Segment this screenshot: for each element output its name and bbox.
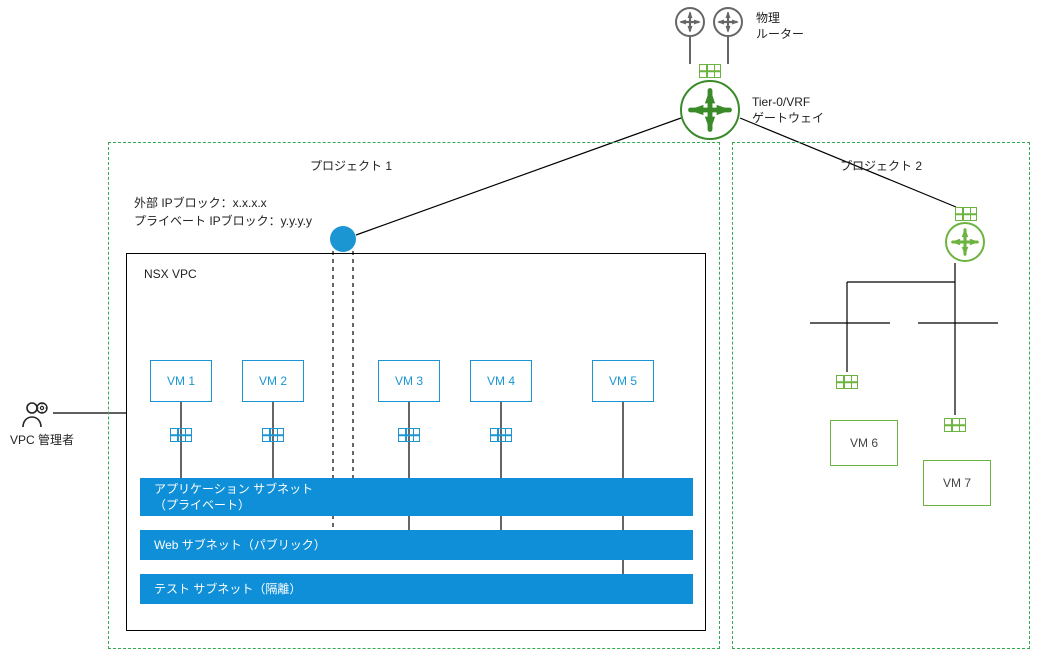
- firewall-icon: [398, 428, 420, 442]
- vm-box: VM 7: [923, 460, 991, 506]
- vm-box: VM 1: [150, 360, 212, 402]
- project-2-label: プロジェクト 2: [840, 158, 922, 174]
- physical-router-icon: [713, 7, 743, 37]
- subnet-app-private: アプリケーション サブネット （プライベート）: [140, 478, 693, 516]
- firewall-icon: [836, 375, 858, 389]
- vpc-admin-icon: [20, 400, 46, 428]
- vm-box: VM 2: [242, 360, 304, 402]
- firewall-icon: [699, 64, 721, 78]
- subnet-app-line1: アプリケーション サブネット: [154, 481, 313, 497]
- tier0-gateway-label: Tier-0/VRF ゲートウェイ: [752, 94, 824, 126]
- project-2-box: [732, 142, 1030, 649]
- nsx-vpc-label: NSX VPC: [144, 266, 197, 282]
- vm-box: VM 3: [378, 360, 440, 402]
- firewall-icon: [262, 428, 284, 442]
- project-1-label: プロジェクト 1: [310, 158, 392, 174]
- external-ip-label: 外部 IPブロック：x.x.x.x: [134, 195, 267, 211]
- subnet-web-public: Web サブネット（パブリック）: [140, 530, 693, 560]
- vpc-admin-label: VPC 管理者: [10, 432, 74, 448]
- tier0-router-icon: [680, 80, 740, 140]
- vm-box: VM 6: [830, 420, 898, 466]
- firewall-icon: [490, 428, 512, 442]
- subnet-app-line2: （プライベート）: [154, 497, 313, 513]
- vm-box: VM 4: [470, 360, 532, 402]
- firewall-icon: [170, 428, 192, 442]
- tier1-node-icon: [330, 226, 356, 252]
- subnet-test-label: テスト サブネット（隔離）: [154, 581, 301, 597]
- firewall-icon: [944, 418, 966, 432]
- firewall-icon: [955, 207, 977, 221]
- physical-router-icon: [675, 7, 705, 37]
- subnet-test-isolated: テスト サブネット（隔離）: [140, 574, 693, 604]
- private-ip-label: プライベート IPブロック：y.y.y.y: [134, 213, 312, 229]
- vm-box: VM 5: [592, 360, 654, 402]
- subnet-web-label: Web サブネット（パブリック）: [154, 537, 326, 553]
- physical-router-label: 物理 ルーター: [756, 10, 804, 42]
- project2-router-icon: [945, 222, 985, 262]
